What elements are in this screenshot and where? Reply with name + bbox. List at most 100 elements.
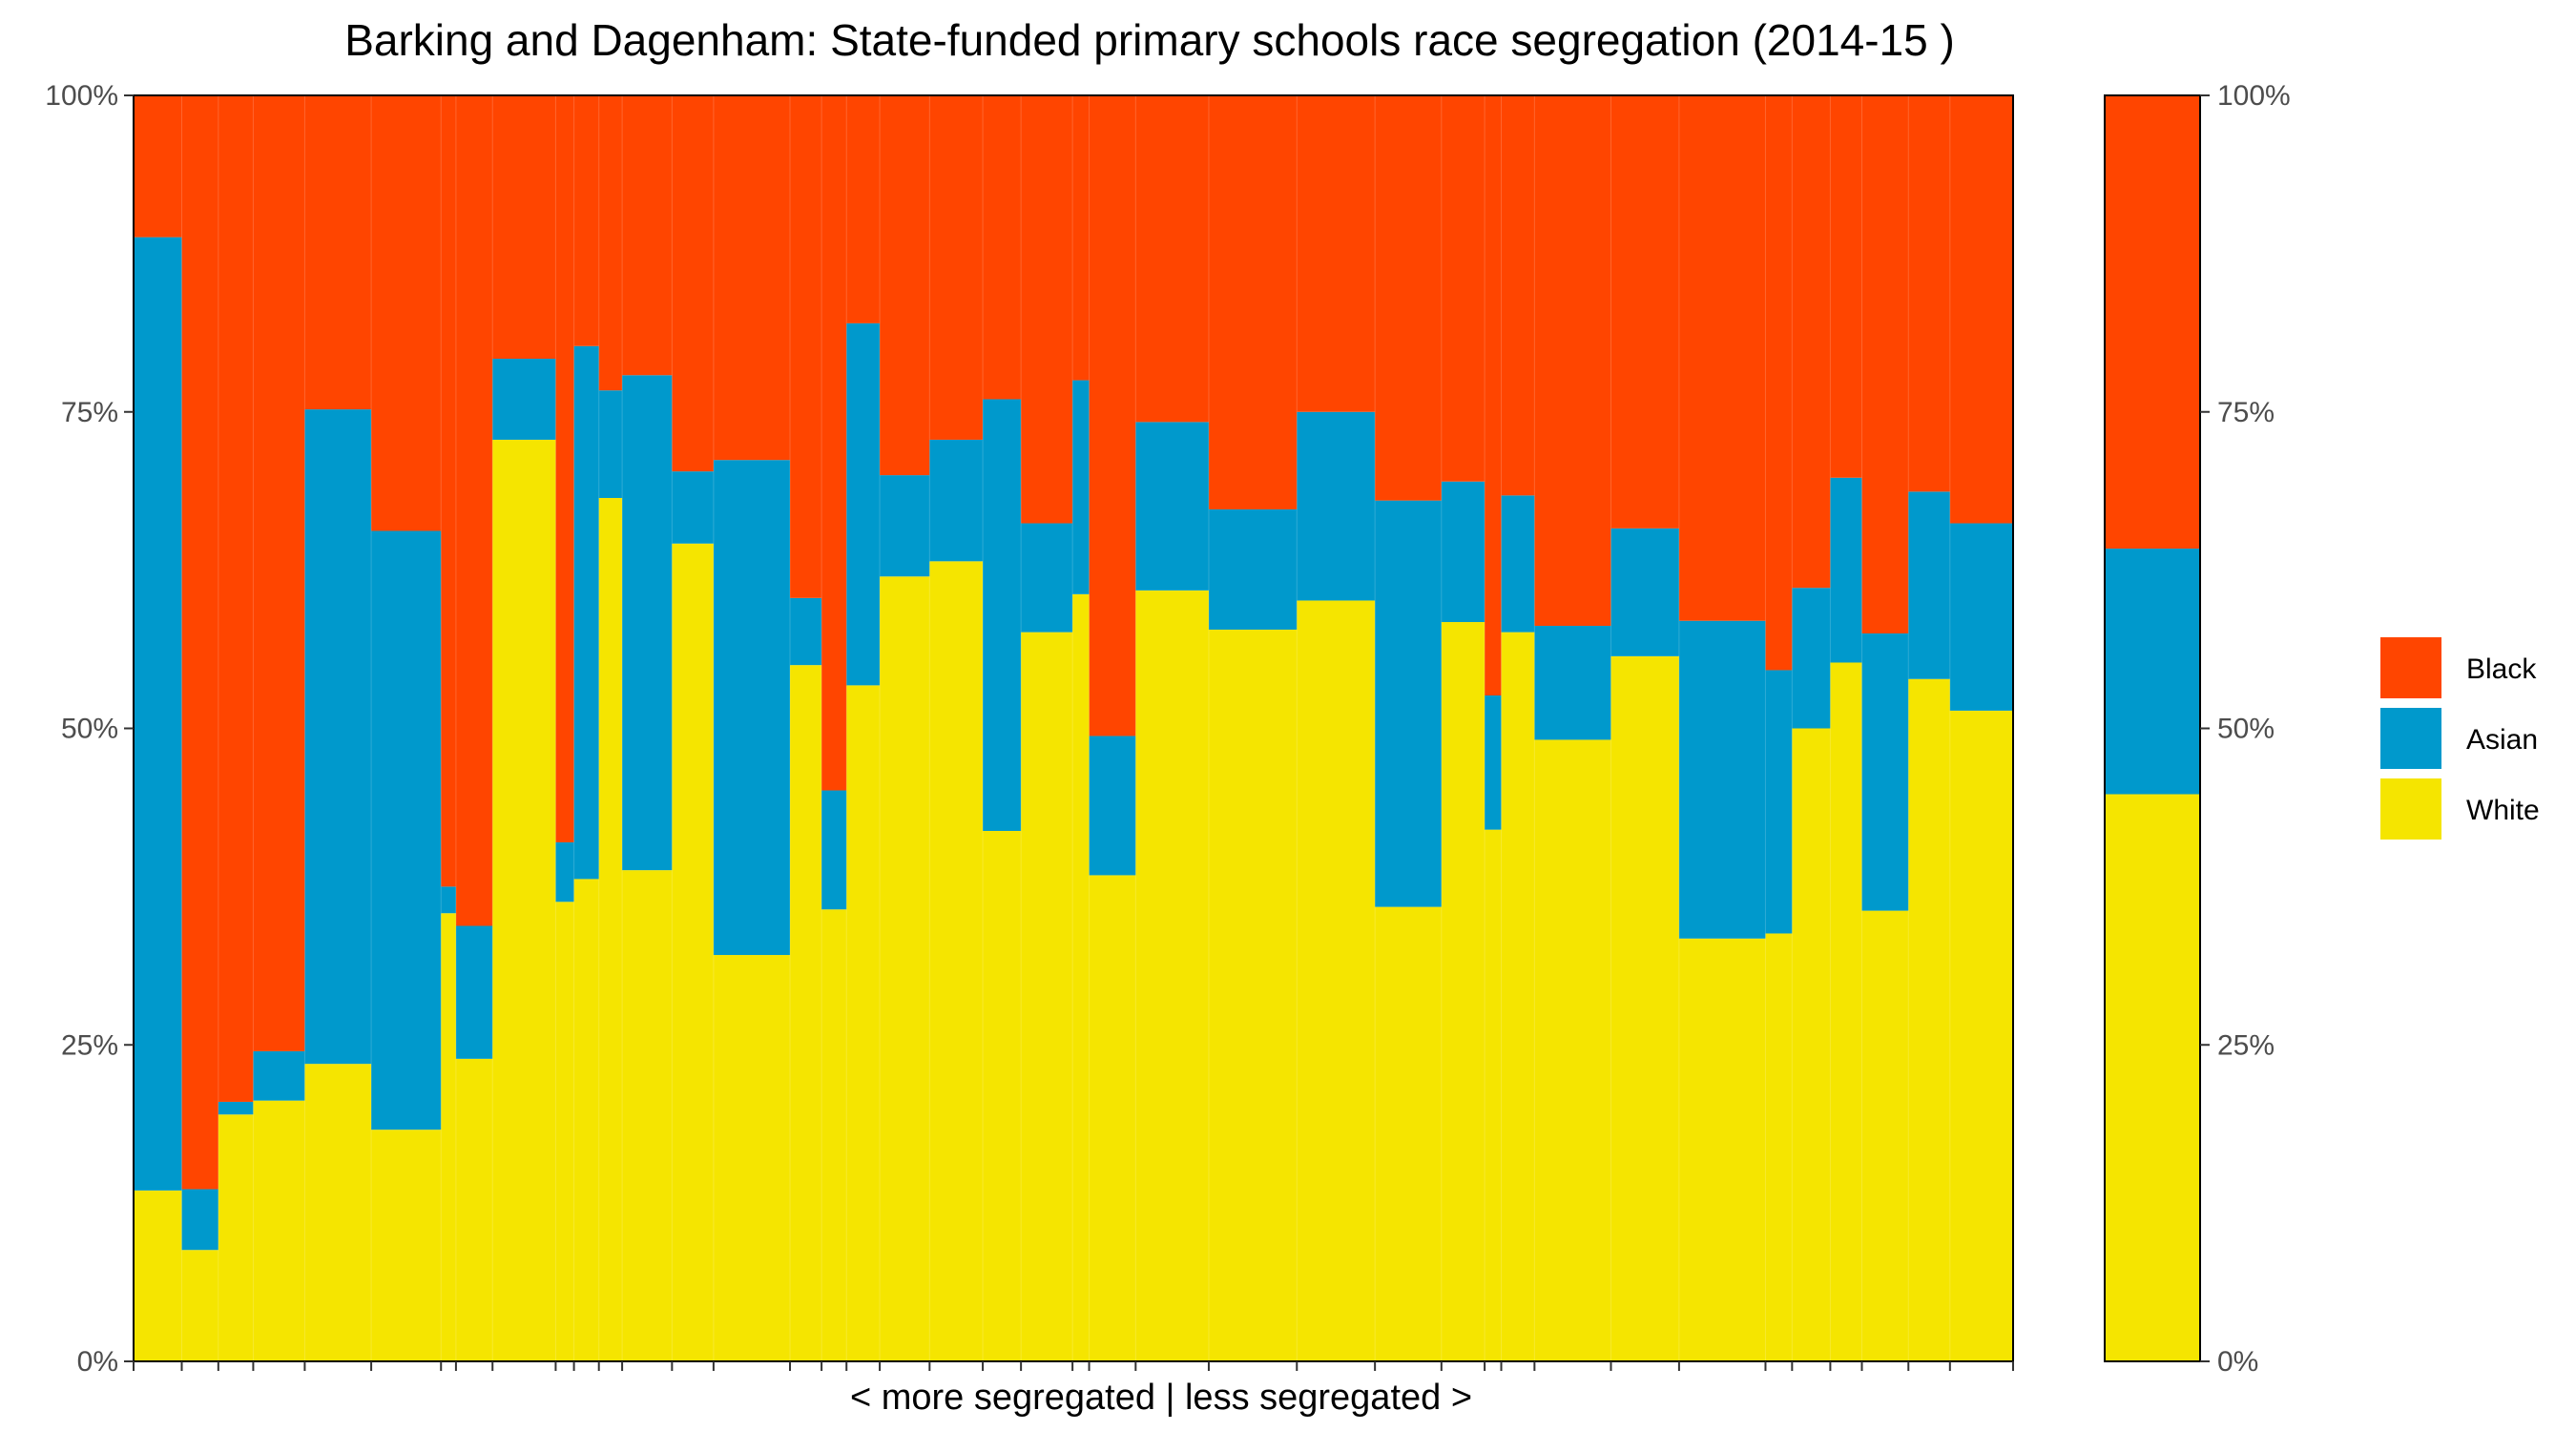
bar-segment-white	[821, 909, 847, 1361]
school-column	[252, 95, 305, 1361]
bar-segment-black	[492, 95, 556, 360]
x-axis-ticks	[133, 1361, 2014, 1371]
bar-segment-black	[713, 95, 791, 461]
legend-label: White	[2466, 795, 2540, 826]
bar-segment-asian	[821, 790, 847, 910]
bar-segment-asian	[1501, 495, 1535, 633]
school-column	[1134, 95, 1210, 1361]
y-tick-label: 25%	[61, 1029, 118, 1061]
bar-segment-asian	[1765, 670, 1793, 934]
bar-segment-white	[929, 561, 984, 1361]
school-column	[1441, 95, 1485, 1361]
school-column	[1374, 95, 1443, 1361]
bar-segment-asian	[304, 409, 372, 1065]
bar-segment-white	[1135, 590, 1210, 1361]
bar-segment-white	[1375, 906, 1443, 1361]
school-column	[491, 95, 556, 1362]
school-column	[1020, 95, 1073, 1361]
bar-segment-black	[455, 95, 493, 926]
school-column	[982, 95, 1022, 1361]
overall-segment-asian	[2105, 549, 2200, 795]
bar-segment-asian	[371, 530, 442, 1130]
bar-segment-asian	[1830, 477, 1862, 663]
school-column	[1089, 95, 1136, 1361]
bar-segment-black	[134, 95, 183, 238]
bar-segment-white	[1949, 710, 2014, 1361]
bar-segment-black	[880, 95, 930, 476]
bar-segment-asian	[790, 597, 822, 666]
school-column	[181, 95, 219, 1361]
overall-segment-white	[2105, 794, 2200, 1361]
bar-segment-asian	[622, 375, 673, 871]
bar-segment-white	[1792, 728, 1831, 1361]
bar-segment-black	[1072, 95, 1091, 381]
bar-segment-white	[492, 439, 556, 1362]
bar-segment-black	[441, 95, 457, 887]
school-column	[440, 95, 457, 1361]
y-tick-label: 100%	[45, 80, 118, 112]
school-column	[1610, 95, 1680, 1361]
legend-item-black: Black	[2380, 637, 2537, 698]
bar-segment-black	[1501, 95, 1535, 496]
bar-segment-asian	[1949, 523, 2014, 711]
bar-segment-white	[672, 543, 715, 1361]
x-axis-title: < more segregated | less segregated >	[850, 1378, 1472, 1418]
bar-segment-asian	[1610, 528, 1680, 656]
legend: Black Asian White	[2380, 637, 2540, 840]
bar-segment-white	[1610, 655, 1680, 1361]
bar-segment-white	[555, 902, 575, 1361]
y-tick-label: 50%	[61, 714, 118, 745]
bar-segment-white	[1441, 622, 1485, 1361]
bar-segment-asian	[1485, 695, 1503, 830]
bar-segment-white	[790, 665, 822, 1361]
school-column	[598, 95, 623, 1361]
school-column	[303, 95, 372, 1361]
school-column	[1071, 95, 1091, 1361]
bar-segment-black	[1534, 95, 1611, 627]
legend-label: Asian	[2466, 724, 2538, 756]
legend-label: Black	[2466, 653, 2537, 685]
bar-segment-white	[1830, 662, 1862, 1361]
bar-segment-white	[134, 1190, 183, 1361]
bar-segment-asian	[1678, 620, 1766, 939]
y-tick-label: 0%	[2217, 1346, 2258, 1378]
bar-segment-white	[573, 879, 600, 1361]
legend-item-white: White	[2380, 778, 2540, 840]
legend-swatch	[2380, 637, 2441, 698]
bar-segment-white	[1765, 933, 1793, 1361]
bar-segment-white	[1297, 600, 1376, 1361]
bar-segment-white	[1861, 910, 1909, 1361]
bar-segment-white	[846, 685, 881, 1361]
overall-segment-black	[2105, 95, 2200, 550]
bar-segment-asian	[1441, 481, 1485, 623]
school-column	[573, 95, 600, 1361]
bar-segment-white	[1089, 875, 1136, 1361]
school-column	[134, 95, 183, 1361]
school-column	[1208, 95, 1298, 1361]
bar-segment-white	[1485, 829, 1503, 1361]
bar-segment-white	[218, 1114, 254, 1361]
school-column	[821, 95, 847, 1361]
school-column	[1764, 95, 1793, 1361]
main-plot-panel	[133, 94, 2014, 1362]
y-tick-label: 75%	[61, 397, 118, 428]
bar-segment-black	[1485, 95, 1503, 695]
bar-segment-white	[371, 1130, 442, 1361]
bar-segment-asian	[134, 237, 183, 1191]
bar-segment-asian	[846, 322, 881, 686]
bar-segment-black	[1830, 95, 1862, 478]
bar-segment-white	[983, 830, 1022, 1361]
bar-segment-black	[573, 95, 600, 346]
bar-segment-black	[181, 95, 219, 1190]
school-column	[1907, 95, 1951, 1361]
school-column	[1791, 95, 1831, 1361]
school-column	[1829, 95, 1862, 1361]
y-tick-label: 75%	[2217, 397, 2275, 428]
bar-segment-asian	[1792, 588, 1831, 729]
bar-segment-white	[1208, 629, 1298, 1361]
bar-segment-black	[983, 95, 1022, 400]
bar-segment-black	[555, 95, 575, 842]
chart-title: Barking and Dagenham: State-funded prima…	[344, 15, 1955, 65]
school-column	[879, 95, 930, 1361]
